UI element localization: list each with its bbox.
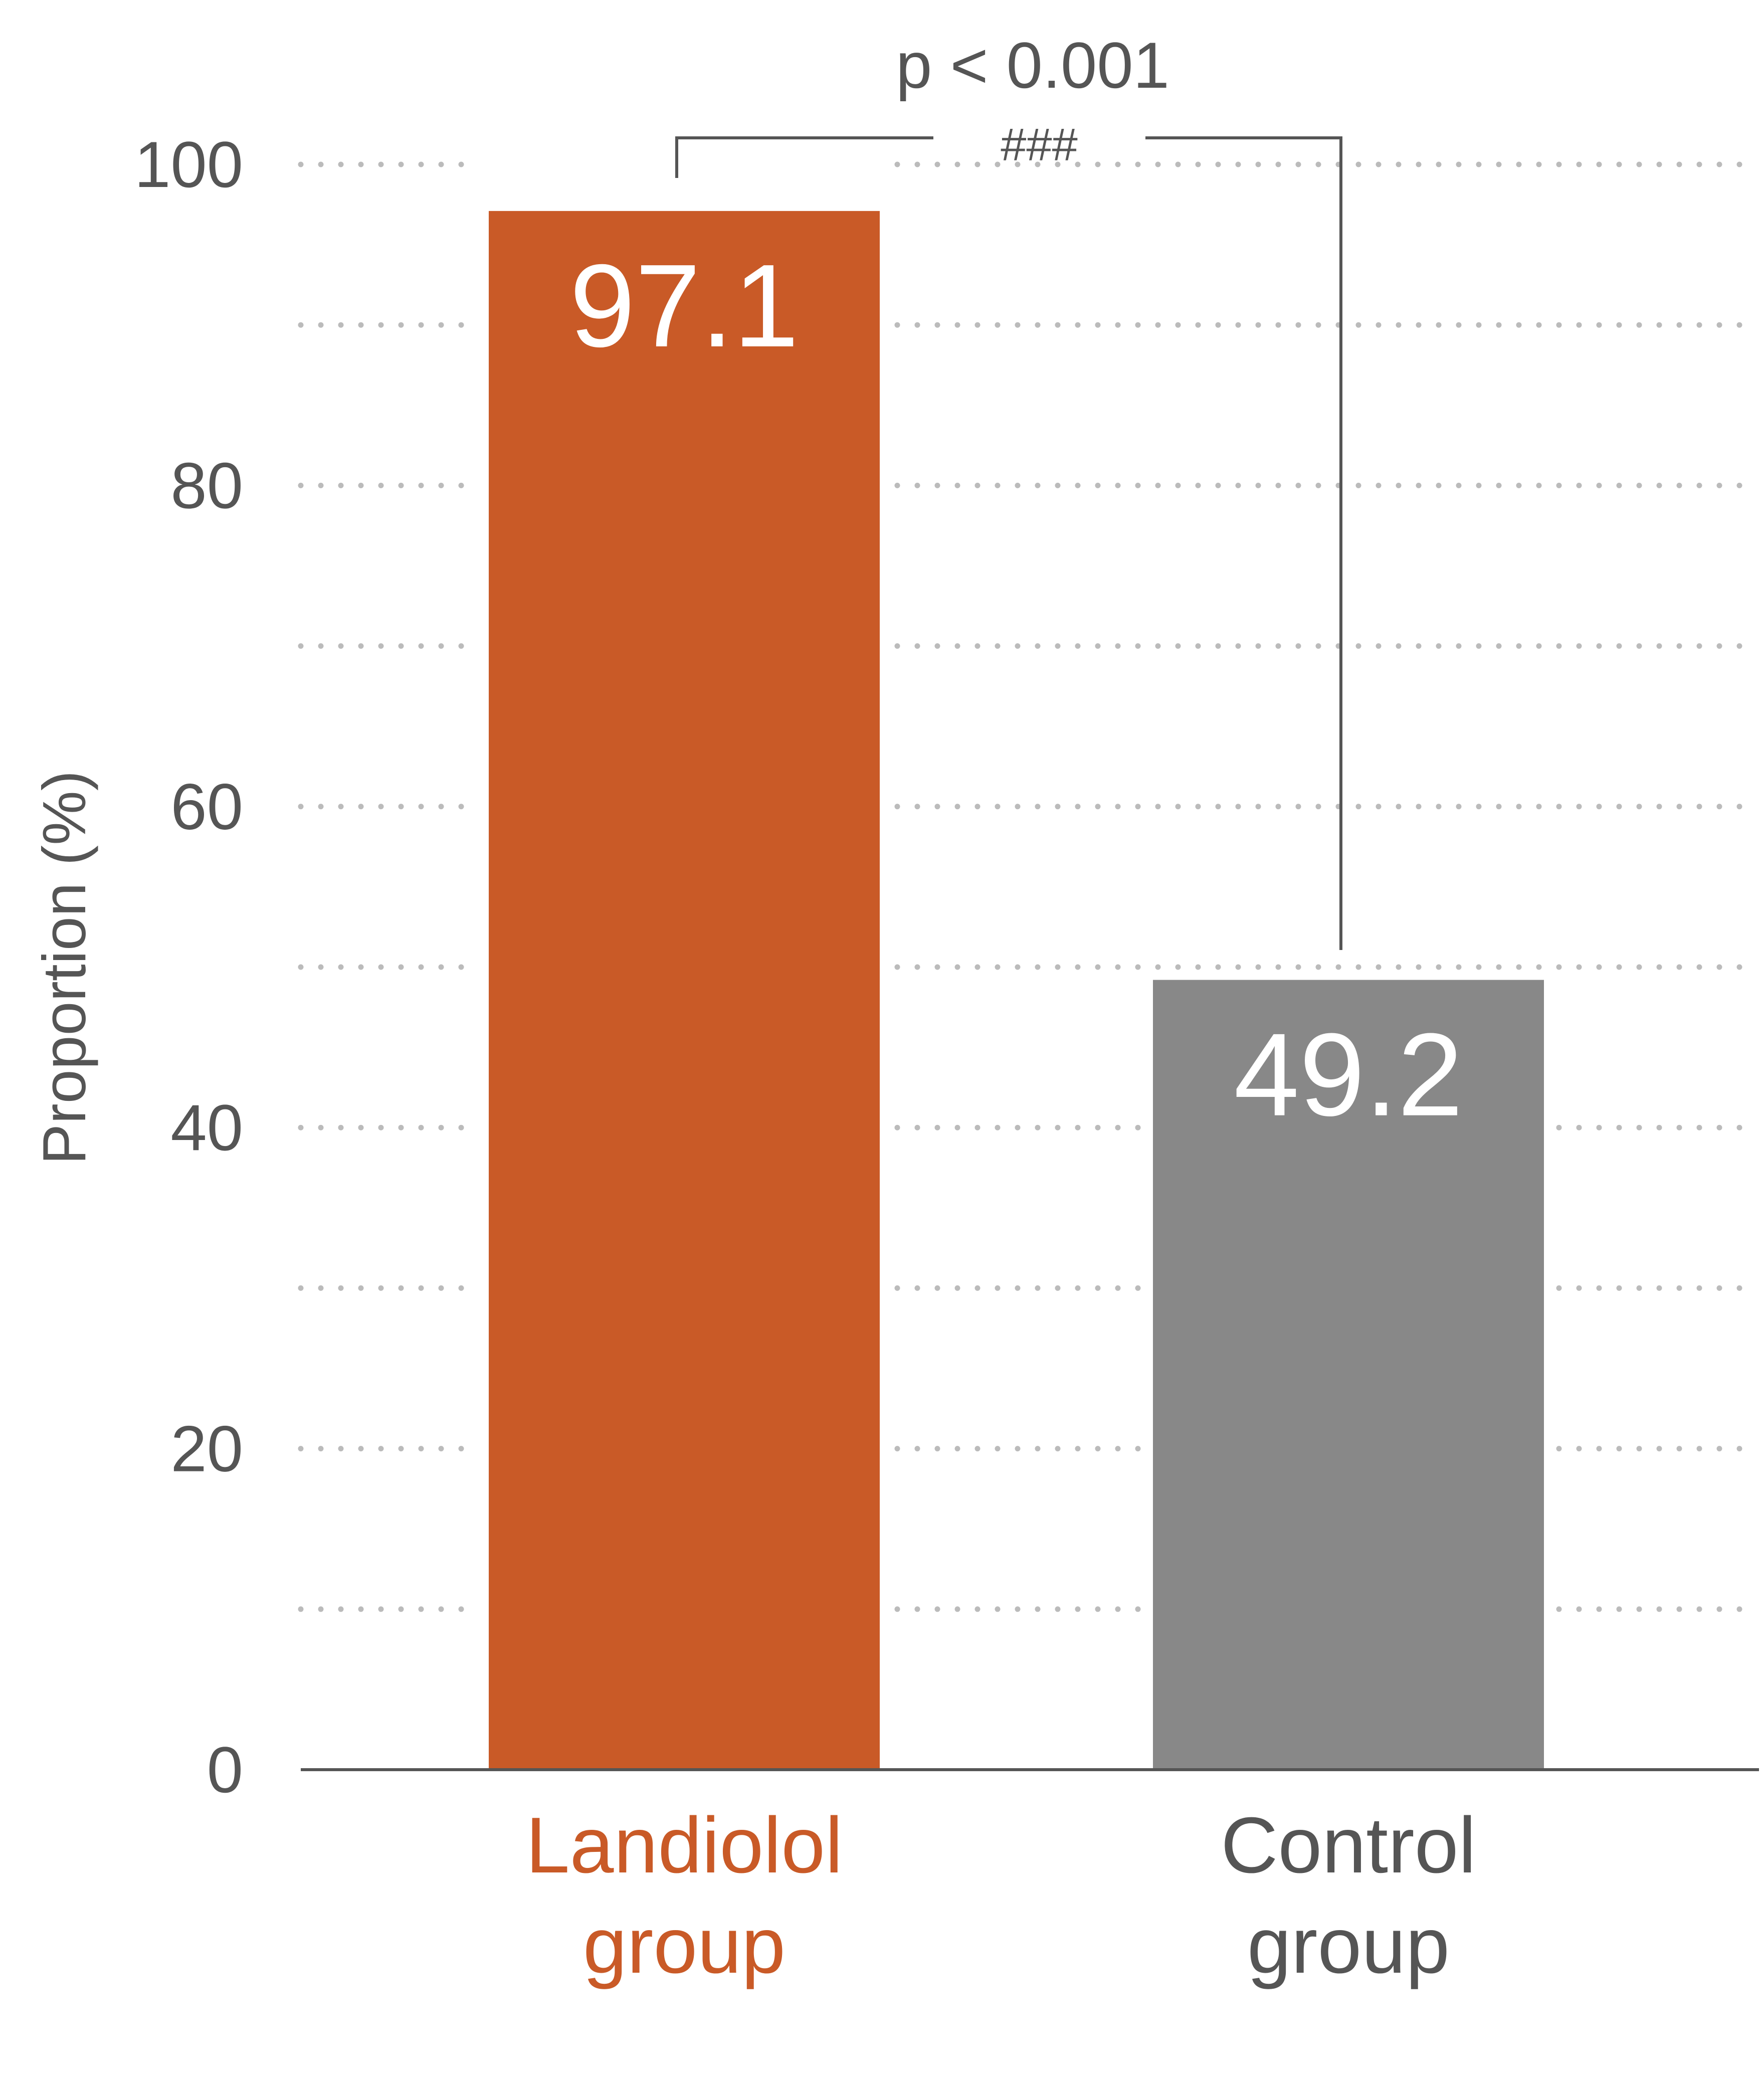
significance-bracket: p < 0.001 ### — [675, 29, 1342, 950]
y-tick-label-80: 80 — [170, 449, 243, 522]
y-tick-label-0: 0 — [207, 1733, 243, 1806]
y-tick-label-100: 100 — [134, 128, 243, 201]
y-tick-label-40: 40 — [170, 1091, 243, 1164]
bar-1 — [489, 211, 880, 1770]
bar-value-label-1: 97.1 — [569, 240, 799, 371]
category-label-1-line-2: group — [583, 1902, 786, 1990]
category-label-2-line-2: group — [1247, 1902, 1450, 1990]
bar-value-label-2: 49.2 — [1234, 1009, 1463, 1141]
category-labels: Landiolol group Control group — [526, 1801, 1476, 1990]
category-label-1-line-1: Landiolol — [526, 1801, 843, 1889]
category-label-2-line-1: Control — [1221, 1801, 1476, 1889]
y-axis-title: Proportion (%) — [30, 771, 98, 1165]
significance-bracket-line — [675, 136, 1342, 950]
significance-symbol: ### — [1001, 119, 1078, 170]
p-value-label: p < 0.001 — [896, 29, 1169, 102]
y-tick-labels: 0 20 40 60 80 100 — [134, 128, 243, 1806]
bars: 97.1 49.2 — [489, 211, 1544, 1770]
y-tick-label-60: 60 — [170, 770, 243, 843]
y-tick-label-20: 20 — [170, 1412, 243, 1485]
bar-2 — [1153, 980, 1544, 1770]
